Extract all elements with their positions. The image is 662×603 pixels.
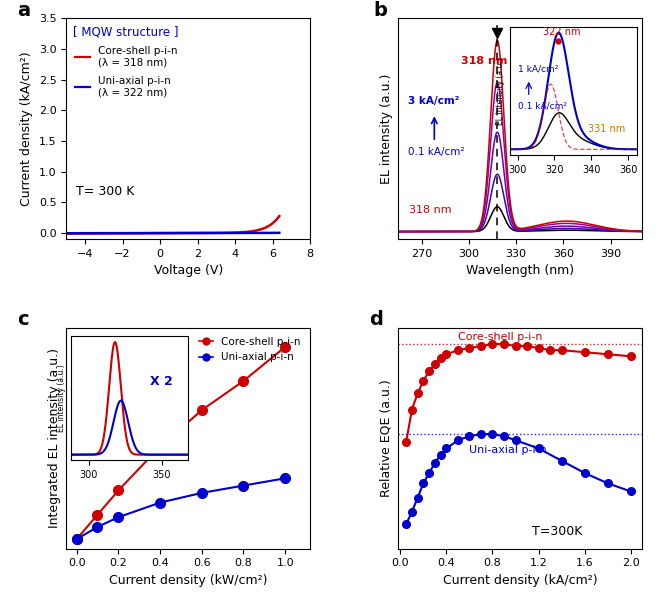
Legend: Core-shell p-i-n
(λ = 318 nm), Uni-axial p-i-n
(λ = 322 nm): Core-shell p-i-n (λ = 318 nm), Uni-axial…: [71, 24, 181, 99]
X-axis label: Voltage (V): Voltage (V): [154, 265, 223, 277]
X-axis label: Wavelength (nm): Wavelength (nm): [466, 265, 574, 277]
Y-axis label: EL intensity (a.u.): EL intensity (a.u.): [379, 74, 393, 184]
Text: b: b: [373, 1, 387, 20]
X-axis label: Current density (kA/cm²): Current density (kA/cm²): [443, 574, 597, 587]
Text: 318 nm: 318 nm: [461, 56, 508, 66]
Text: 318 nm: 318 nm: [409, 204, 451, 215]
X-axis label: Current density (kW/cm²): Current density (kW/cm²): [109, 574, 267, 587]
Text: d: d: [369, 311, 383, 329]
Text: 3 kA/cm²: 3 kA/cm²: [408, 96, 459, 106]
Text: T=300K: T=300K: [532, 525, 583, 538]
Y-axis label: Current density (kA/cm²): Current density (kA/cm²): [20, 51, 33, 206]
Text: T= 300 K: T= 300 K: [76, 185, 134, 198]
Text: 0.1 kA/cm²: 0.1 kA/cm²: [408, 147, 464, 157]
Text: Uni-axial p-i-n: Uni-axial p-i-n: [469, 444, 547, 455]
Text: c: c: [17, 311, 29, 329]
Text: a: a: [17, 1, 30, 20]
Y-axis label: Relative EQE (a.u.): Relative EQE (a.u.): [379, 379, 393, 497]
Y-axis label: Integrated EL intensity (a.u.): Integrated EL intensity (a.u.): [48, 348, 61, 528]
Text: Core-shell p-i-n: Core-shell p-i-n: [458, 332, 542, 342]
Legend: Core-shell p-i-n, Uni-axial p-i-n: Core-shell p-i-n, Uni-axial p-i-n: [195, 333, 305, 367]
